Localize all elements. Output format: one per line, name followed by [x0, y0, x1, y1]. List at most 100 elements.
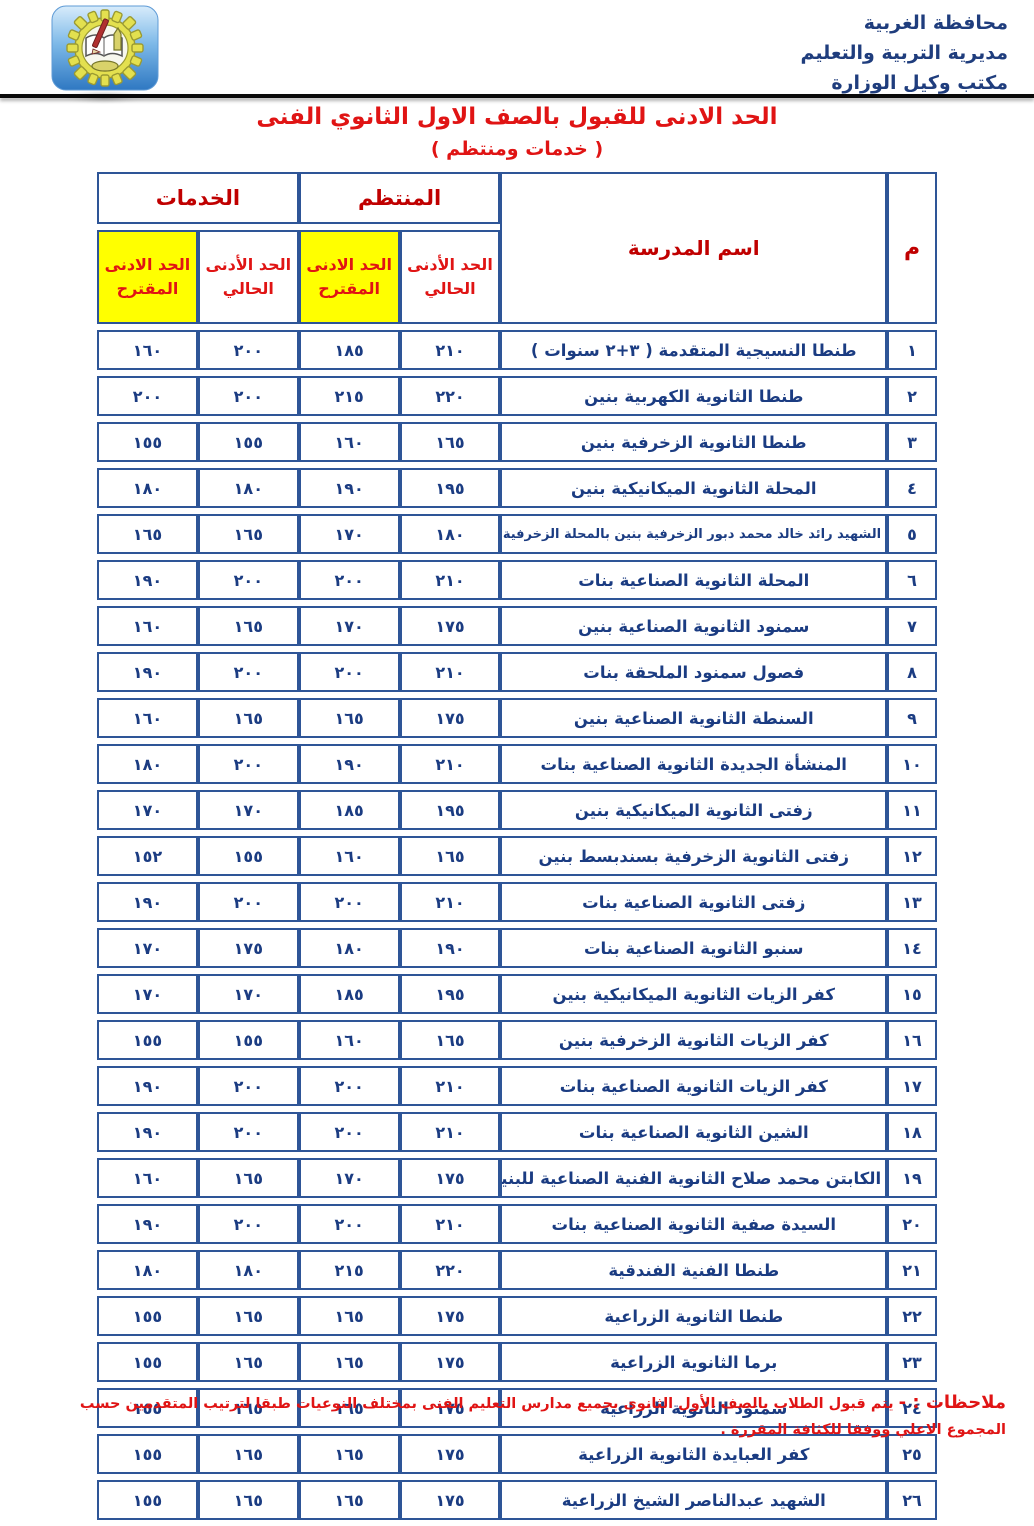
column-header-regular-current: الحد الأدنى الحالي — [399, 230, 501, 324]
services-current-value: ١٧٥ — [197, 928, 299, 968]
regular-current-value: ٢١٠ — [399, 652, 501, 692]
regular-proposed-value: ١٨٥ — [298, 330, 400, 370]
row-serial: ١٠ — [887, 744, 937, 784]
table-row: ١ طنطا النسيجية المتقدمة ( ٣+٢ سنوات ) ٢… — [97, 330, 937, 370]
page-subtitle: ( خدمات ومنتظم ) — [430, 138, 604, 160]
column-header-services-proposed: الحد الادنى المقترح — [97, 230, 198, 324]
governorate-name: محافظة الغربية — [863, 12, 1008, 34]
regular-current-value: ١٩٥ — [399, 468, 501, 508]
table-row: ٤ المحلة الثانوية الميكانيكية بنين ١٩٥ ١… — [97, 468, 937, 508]
footer-note-label: ملاحظات : - — [898, 1392, 1006, 1413]
services-current-value: ١٦٥ — [197, 1158, 299, 1198]
school-name: كفر الزيات الثانوية الميكانيكية بنين — [500, 974, 888, 1014]
row-serial: ١١ — [887, 790, 937, 830]
services-current-value: ٢٠٠ — [197, 652, 299, 692]
services-current-value: ١٦٥ — [197, 1296, 299, 1336]
table-row: ٢٢ طنطا الثانوية الزراعية ١٧٥ ١٦٥ ١٦٥ ١٥… — [97, 1296, 937, 1336]
table-row: ١١ زفتى الثانوية الميكانيكية بنين ١٩٥ ١٨… — [97, 790, 937, 830]
services-current-value: ٢٠٠ — [197, 376, 299, 416]
regular-current-value: ٢١٠ — [399, 1204, 501, 1244]
document-page: { "header": { "org_lines": ["محافظة الغر… — [0, 4, 1034, 1520]
regular-proposed-value: ٢٠٠ — [298, 882, 400, 922]
services-proposed-value: ١٧٠ — [97, 928, 198, 968]
regular-current-value: ٢٢٠ — [399, 1250, 501, 1290]
school-name: زفتى الثانوية الميكانيكية بنين — [500, 790, 888, 830]
services-current-value: ١٥٥ — [197, 1020, 299, 1060]
school-name: طنطا الثانوية الزخرفية بنين — [500, 422, 888, 462]
row-serial: ٢ — [887, 376, 937, 416]
footer-note: ملاحظات : - يتم قبول الطلاب بالصف الأول … — [26, 1390, 1006, 1443]
regular-current-value: ١٧٥ — [399, 1296, 501, 1336]
table-row: ٢٦ الشهيد عبدالناصر الشيخ الزراعية ١٧٥ ١… — [97, 1480, 937, 1520]
regular-proposed-value: ١٦٥ — [298, 1480, 400, 1520]
school-name: الشهيد رائد خالد محمد دبور الزخرفية بنين… — [500, 514, 888, 554]
services-current-value: ٢٠٠ — [197, 560, 299, 600]
row-serial: ٢١ — [887, 1250, 937, 1290]
table-row: ١٥ كفر الزيات الثانوية الميكانيكية بنين … — [97, 974, 937, 1014]
school-name: المنشأة الجديدة الثانوية الصناعية بنات — [500, 744, 888, 784]
column-header-school-name: اسم المدرسة — [500, 172, 888, 324]
row-serial: ١٩ — [887, 1158, 937, 1198]
table-row: ١٨ الشين الثانوية الصناعية بنات ٢١٠ ٢٠٠ … — [97, 1112, 937, 1152]
regular-proposed-value: ٢٠٠ — [298, 1204, 400, 1244]
services-current-value: ٢٠٠ — [197, 882, 299, 922]
regular-proposed-value: ١٦٠ — [298, 1020, 400, 1060]
services-proposed-value: ١٩٠ — [97, 560, 198, 600]
regular-current-value: ١٨٠ — [399, 514, 501, 554]
row-serial: ٧ — [887, 606, 937, 646]
services-proposed-value: ١٥٥ — [97, 1388, 198, 1428]
school-name: السنطة الثانوية الصناعية بنين — [500, 698, 888, 738]
table-row: ٢٤ سمنود الثانوية الزراعية ١٧٥ ١٦٥ ١٦٥ ١… — [97, 1388, 937, 1428]
school-name: زفتى الثانوية الزخرفية بسندبسط بنين — [500, 836, 888, 876]
regular-proposed-value: ١٦٠ — [298, 422, 400, 462]
regular-proposed-value: ٢١٥ — [298, 1250, 400, 1290]
services-current-value: ١٨٠ — [197, 1250, 299, 1290]
services-proposed-value: ١٦٠ — [97, 606, 198, 646]
services-current-value: ٢٠٠ — [197, 1204, 299, 1244]
page-title: الحد الادنى للقبول بالصف الاول الثانوي ا… — [256, 104, 778, 130]
regular-proposed-value: ٢٠٠ — [298, 1112, 400, 1152]
regular-proposed-value: ١٨٥ — [298, 790, 400, 830]
regular-proposed-value: ٢١٥ — [298, 376, 400, 416]
row-serial: ١٣ — [887, 882, 937, 922]
row-serial: ٢٤ — [887, 1388, 937, 1428]
services-proposed-value: ١٩٠ — [97, 1204, 198, 1244]
row-serial: ١٢ — [887, 836, 937, 876]
services-proposed-value: ١٦٠ — [97, 1158, 198, 1198]
services-proposed-value: ١٩٠ — [97, 1066, 198, 1106]
school-name: السيدة صفية الثانوية الصناعية بنات — [500, 1204, 888, 1244]
school-name: كفر الزيات الثانوية الزخرفية بنين — [500, 1020, 888, 1060]
services-current-value: ١٥٥ — [197, 422, 299, 462]
school-name: الكابتن محمد صلاح الثانوية الفنية الصناع… — [500, 1158, 888, 1198]
services-proposed-value: ١٥٥ — [97, 1296, 198, 1336]
services-current-value: ١٦٥ — [197, 514, 299, 554]
row-serial: ٤ — [887, 468, 937, 508]
services-proposed-value: ١٥٥ — [97, 1342, 198, 1382]
regular-current-value: ١٦٥ — [399, 1020, 501, 1060]
table-row: ٢٠ السيدة صفية الثانوية الصناعية بنات ٢١… — [97, 1204, 937, 1244]
row-serial: ١ — [887, 330, 937, 370]
table-row: ٩ السنطة الثانوية الصناعية بنين ١٧٥ ١٦٥ … — [97, 698, 937, 738]
row-serial: ١٦ — [887, 1020, 937, 1060]
school-name: برما الثانوية الزراعية — [500, 1342, 888, 1382]
services-proposed-value: ١٨٠ — [97, 468, 198, 508]
column-group-regular: المنتظم — [298, 172, 501, 224]
regular-proposed-value: ٢٠٠ — [298, 560, 400, 600]
table-row: ٢٣ برما الثانوية الزراعية ١٧٥ ١٦٥ ١٦٥ ١٥… — [97, 1342, 937, 1382]
school-name: فصول سمنود الملحقة بنات — [500, 652, 888, 692]
services-proposed-value: ١٦٠ — [97, 698, 198, 738]
table-row: ١٢ زفتى الثانوية الزخرفية بسندبسط بنين ١… — [97, 836, 937, 876]
directorate-logo-icon — [46, 4, 166, 105]
table-row: ٧ سمنود الثانوية الصناعية بنين ١٧٥ ١٧٠ ١… — [97, 606, 937, 646]
regular-current-value: ٢٢٠ — [399, 376, 501, 416]
services-current-value: ٢٠٠ — [197, 1112, 299, 1152]
school-table-body: ١ طنطا النسيجية المتقدمة ( ٣+٢ سنوات ) ٢… — [97, 330, 937, 1520]
services-current-value: ١٧٠ — [197, 974, 299, 1014]
directorate-name: مديرية التربية والتعليم — [800, 42, 1008, 64]
school-name: طنطا النسيجية المتقدمة ( ٣+٢ سنوات ) — [500, 330, 888, 370]
regular-proposed-value: ٢٠٠ — [298, 1066, 400, 1106]
row-serial: ٢٣ — [887, 1342, 937, 1382]
services-current-value: ١٧٠ — [197, 790, 299, 830]
services-proposed-value: ١٩٠ — [97, 1112, 198, 1152]
table-row: ١٧ كفر الزيات الثانوية الصناعية بنات ٢١٠… — [97, 1066, 937, 1106]
